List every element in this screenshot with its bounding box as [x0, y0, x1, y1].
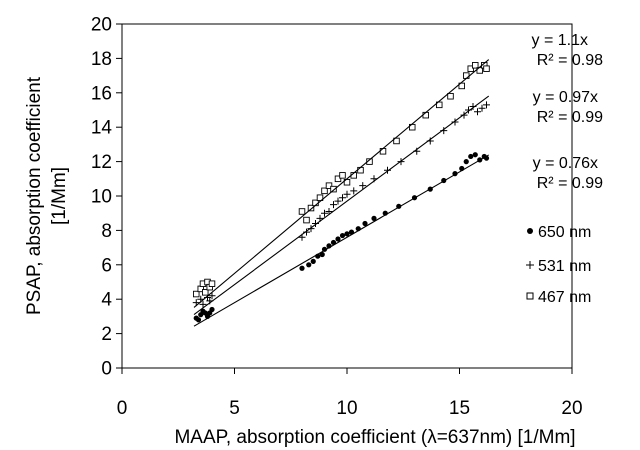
data-point [312, 220, 319, 228]
x-tick-label: 10 [336, 398, 357, 419]
legend: 650 nm 531 nm 467 nm [526, 224, 591, 306]
equation-531nm: y = 0.97x [533, 89, 598, 106]
data-point [307, 204, 315, 212]
data-point [344, 231, 350, 237]
legend-label-531nm: 531 nm [538, 258, 591, 275]
equation-650nm: y = 0.76x [533, 155, 598, 172]
data-point [483, 65, 490, 72]
y-tick-label: 18 [91, 49, 112, 70]
data-point [339, 172, 346, 179]
legend-marker-plus [526, 261, 534, 269]
r2-650nm: R² = 0.99 [537, 175, 603, 192]
data-point [298, 208, 306, 215]
series-531-nm [192, 95, 490, 316]
y-tick-label: 10 [91, 187, 112, 208]
data-point [451, 118, 459, 126]
data-point [447, 92, 454, 100]
data-point [393, 137, 400, 145]
series-467-nm [192, 59, 490, 308]
data-point [321, 187, 328, 195]
trendline-531-nm [193, 95, 490, 316]
data-point [202, 310, 208, 316]
data-point [379, 148, 387, 155]
y-axis-label-line2: [1/Mm] [49, 167, 70, 225]
data-point [468, 153, 474, 160]
data-point [371, 215, 377, 221]
data-point [463, 159, 469, 165]
data-point [325, 182, 333, 189]
legend-item-531nm: 531 nm [526, 258, 591, 275]
data-point [359, 182, 367, 190]
y-tick-label: 4 [101, 290, 112, 311]
y-tick-label: 12 [91, 152, 112, 173]
data-point [307, 225, 315, 233]
data-point [334, 197, 342, 205]
x-tick-label: 5 [229, 398, 240, 419]
data-point [208, 292, 216, 300]
trendline-467-nm [193, 59, 490, 308]
data-point [319, 251, 325, 258]
data-point [458, 82, 466, 90]
data-point [299, 265, 305, 271]
data-point [325, 207, 333, 215]
x-tick-label: 20 [561, 398, 582, 419]
plot-area [121, 23, 573, 369]
data-point [208, 280, 216, 287]
equation-467nm: y = 1.1x [532, 32, 588, 49]
y-tick-label: 8 [101, 221, 112, 242]
data-point [472, 152, 478, 158]
data-point [362, 220, 368, 227]
data-point [339, 194, 346, 202]
y-tick-label: 20 [91, 15, 112, 36]
data-point [384, 166, 391, 174]
data-point [472, 62, 479, 69]
legend-label-467nm: 467 nm [538, 289, 591, 306]
data-point [460, 111, 468, 119]
data-point [330, 185, 337, 193]
y-tick-label: 14 [91, 118, 113, 139]
trendline-650-nm [193, 154, 490, 327]
data-point [330, 201, 337, 209]
data-point [474, 108, 481, 116]
data-point [478, 104, 486, 112]
legend-marker-dot [527, 228, 533, 234]
y-tick-label: 0 [101, 359, 112, 380]
y-tick-label: 2 [101, 324, 112, 345]
data-point [199, 300, 207, 308]
data-point [316, 194, 324, 201]
data-point [306, 262, 312, 268]
data-point [436, 101, 443, 109]
y-tick-label: 6 [101, 255, 112, 276]
data-point [334, 175, 342, 183]
x-axis-label: MAAP, absorption coefficient (λ=637nm) [… [174, 427, 575, 448]
data-point [339, 232, 346, 239]
x-tick-label: 0 [117, 398, 128, 419]
series-650-nm [193, 152, 490, 327]
y-tick-label: 16 [91, 83, 112, 104]
legend-item-467nm: 467 nm [526, 289, 591, 306]
data-point [483, 101, 490, 109]
data-point [209, 306, 215, 313]
legend-label-650nm: 650 nm [538, 224, 591, 241]
data-point [357, 166, 364, 174]
y-axis-label-line1: PSAP, absorption coefficient [24, 76, 45, 315]
data-point [303, 228, 310, 236]
data-point [201, 289, 209, 296]
data-point [303, 216, 310, 224]
data-point [343, 190, 351, 198]
data-point [321, 209, 328, 217]
data-point [335, 236, 341, 242]
data-point [310, 258, 316, 264]
data-point [350, 187, 358, 195]
legend-marker-square [526, 292, 534, 300]
data-point [467, 65, 475, 72]
legend-item-650nm: 650 nm [527, 224, 591, 241]
r2-531nm: R² = 0.99 [537, 109, 603, 126]
data-point [192, 290, 200, 298]
x-tick-label: 15 [449, 398, 470, 419]
data-point [195, 317, 202, 323]
r2-467nm: R² = 0.98 [537, 52, 603, 69]
